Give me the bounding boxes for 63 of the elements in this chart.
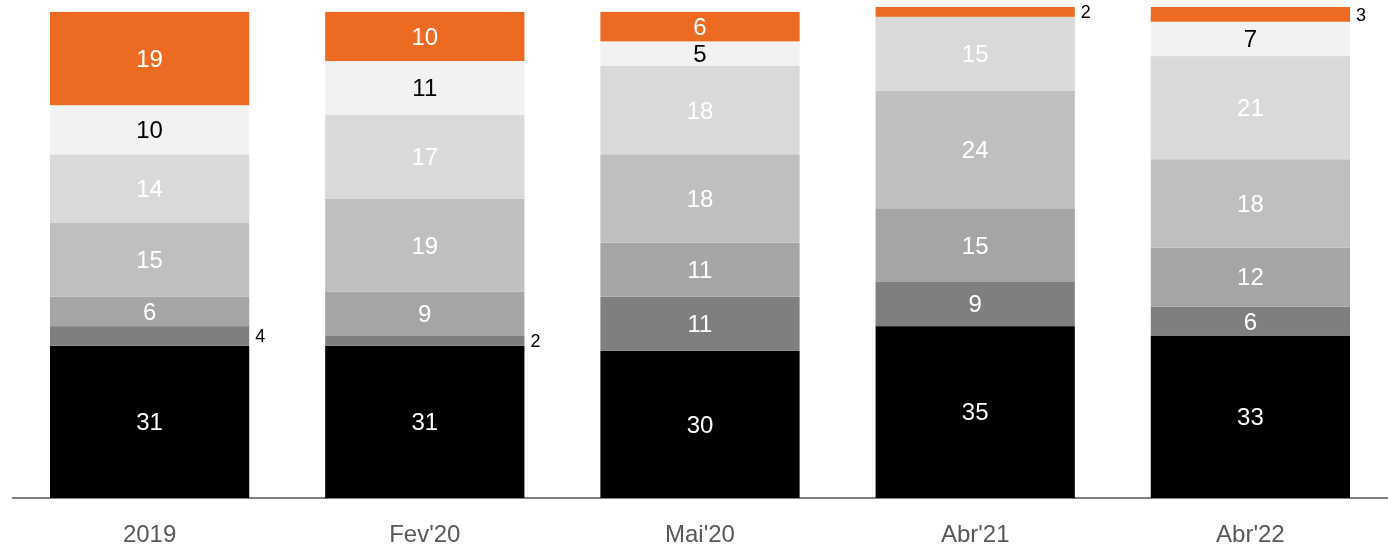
bar: [875, 16, 1075, 91]
data-label: 9: [968, 290, 982, 318]
data-label: 19: [136, 44, 163, 72]
bar: [49, 296, 250, 327]
data-label: 33: [1237, 403, 1264, 431]
x-tick-label: Mai'20: [665, 520, 735, 547]
bar: [875, 7, 1075, 17]
bar: [49, 223, 250, 297]
bar: [1150, 159, 1351, 248]
data-label: 5: [693, 40, 707, 68]
data-label: 10: [136, 116, 163, 144]
bar: [1150, 247, 1351, 307]
bar: [1150, 7, 1351, 22]
data-label: 6: [1243, 307, 1258, 335]
bar: [1150, 56, 1351, 160]
data-label: 15: [961, 231, 989, 259]
bar: [325, 198, 525, 292]
data-label: 7: [1243, 25, 1258, 53]
bar: [49, 105, 250, 155]
bar: [600, 41, 800, 66]
data-label: 6: [142, 297, 157, 325]
data-label: 9: [418, 300, 432, 328]
bar: [49, 326, 250, 346]
data-label: 11: [412, 74, 438, 102]
data-label: 3: [1356, 4, 1367, 25]
data-label: 31: [136, 408, 163, 436]
bar: [1150, 306, 1351, 336]
data-label: 31: [411, 408, 439, 436]
x-tick-label: Abr'22: [1216, 520, 1285, 547]
bar: [325, 291, 525, 336]
data-label: 2: [1080, 2, 1091, 23]
bar: [325, 61, 525, 116]
x-tick-label: 2019: [122, 520, 177, 547]
data-label: 35: [961, 398, 989, 426]
data-label: 30: [686, 410, 714, 438]
bar: [600, 154, 800, 243]
bar: [600, 65, 800, 155]
data-label: 10: [411, 22, 439, 50]
data-label: 18: [686, 184, 714, 212]
data-label: 4: [255, 326, 266, 347]
bar: [325, 335, 525, 346]
bar: [600, 296, 800, 351]
bar: [1150, 21, 1351, 57]
bar: [325, 115, 525, 199]
data-label: 24: [961, 135, 989, 163]
x-tick-label: Abr'21: [940, 520, 1010, 547]
bar: [600, 242, 800, 297]
data-label: 15: [136, 246, 163, 274]
bar: [49, 154, 250, 224]
bar: [875, 90, 1075, 209]
data-label: 19: [411, 231, 439, 259]
data-label: 2: [530, 331, 541, 352]
x-tick-label: Fev'20: [389, 520, 461, 547]
bar: [875, 281, 1075, 327]
bar: [875, 208, 1075, 282]
bar: [325, 11, 525, 62]
data-label: 11: [687, 310, 713, 338]
data-label: 18: [1237, 189, 1264, 217]
bar: [49, 11, 250, 106]
bar: [600, 11, 800, 42]
data-label: 6: [693, 13, 707, 41]
data-label: 12: [1237, 263, 1264, 291]
data-label: 11: [687, 256, 713, 284]
